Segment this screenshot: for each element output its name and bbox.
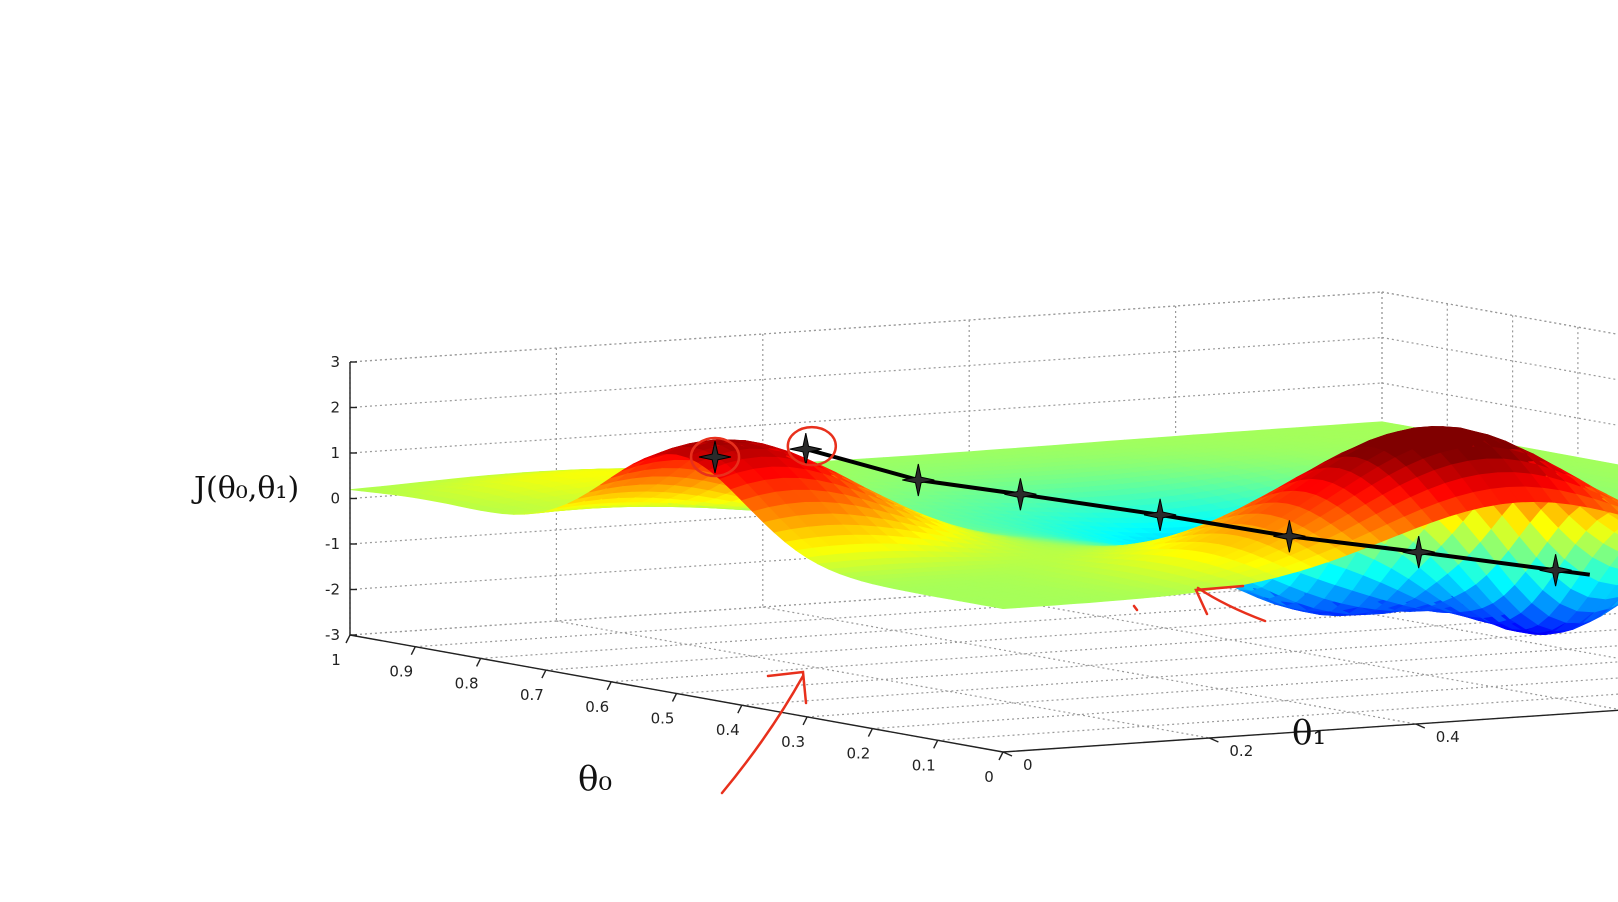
- x-tick-mark: [475, 658, 482, 667]
- y-tick-label: 0: [1023, 756, 1033, 774]
- grid-line: [349, 291, 1383, 363]
- grid-line: [1381, 336, 1618, 381]
- x-tick-label: 0.2: [846, 745, 870, 763]
- x-tick-mark: [345, 634, 351, 644]
- circle-annotation: [786, 425, 838, 467]
- x-tick-mark: [541, 669, 547, 679]
- grid-line: [611, 612, 1618, 683]
- grid-line: [1381, 291, 1618, 335]
- z-tick-label: 2: [330, 399, 340, 417]
- x-tick-label: 0.4: [716, 721, 740, 739]
- x-tick-mark: [671, 693, 678, 702]
- x-tick-mark: [998, 751, 1004, 761]
- x-tick-mark: [802, 716, 808, 726]
- z-tick-label: 1: [330, 444, 340, 462]
- x-tick-label: 0.5: [651, 710, 675, 728]
- z-tick-label: 0: [330, 490, 340, 508]
- x-tick-label: 0.7: [520, 686, 544, 704]
- grid-line: [676, 629, 1618, 695]
- y-tick-label: 0.2: [1229, 742, 1253, 760]
- y-tick-mark: [1415, 723, 1426, 729]
- y-tick-label: 0.4: [1436, 728, 1460, 746]
- x-tick-mark: [867, 728, 874, 737]
- x-tick-mark: [606, 681, 612, 691]
- arrow-annotation: [766, 670, 808, 705]
- grid-line: [741, 645, 1618, 706]
- x-tick-label: 0.3: [781, 733, 805, 751]
- y-tick-mark: [1002, 751, 1013, 757]
- x-tick-label: 0.9: [389, 663, 413, 681]
- y-axis-label: θ₁: [1292, 713, 1326, 753]
- grid-line: [556, 620, 1210, 739]
- grid-line: [937, 693, 1618, 741]
- x-tick-mark: [410, 646, 416, 656]
- z-tick-label: -3: [325, 626, 340, 644]
- x-tick-label: 0.1: [912, 756, 936, 774]
- grid-line: [1381, 382, 1618, 426]
- grid-line: [349, 382, 1383, 454]
- z-axis-label: J(θ₀,θ₁): [191, 471, 299, 506]
- x-tick-mark: [933, 739, 939, 749]
- cost-surface: [349, 421, 1618, 635]
- grid-line: [545, 599, 1578, 671]
- grid-line: [349, 336, 1383, 409]
- x-tick-label: 0.6: [585, 698, 609, 716]
- grid-line: [762, 606, 1416, 725]
- z-tick-label: -2: [325, 581, 340, 599]
- grid-line: [807, 661, 1618, 718]
- y-tick-mark: [1209, 737, 1219, 743]
- z-tick-label: -1: [325, 535, 340, 553]
- z-tick-label: 3: [330, 353, 340, 371]
- annotation-dot: [1132, 604, 1139, 612]
- grid-line: [969, 592, 1618, 710]
- x-tick-label: 1: [331, 651, 341, 669]
- x-axis-label: θ₀: [578, 759, 612, 799]
- x-tick-label: 0: [984, 768, 994, 786]
- grid-line: [1381, 291, 1618, 335]
- x-tick-label: 0.8: [455, 674, 479, 692]
- x-tick-mark: [737, 704, 743, 714]
